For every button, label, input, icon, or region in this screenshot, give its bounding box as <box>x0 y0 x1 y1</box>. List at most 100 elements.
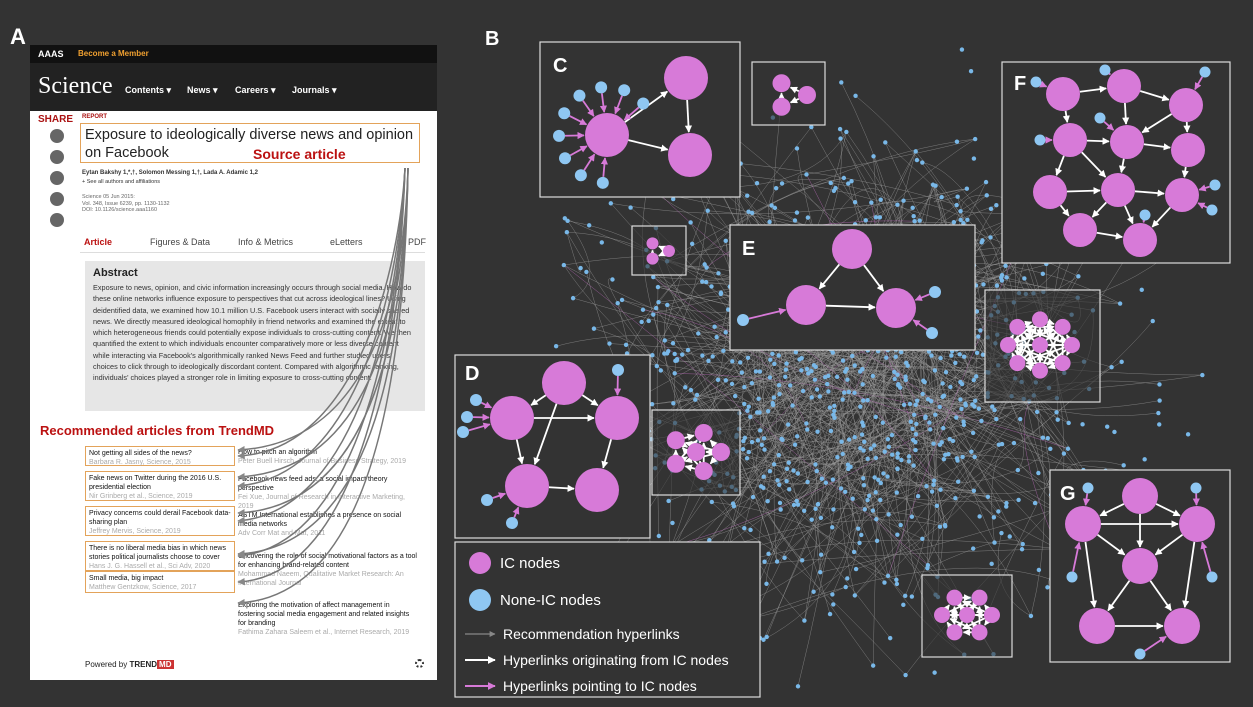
edge <box>820 255 935 573</box>
node <box>1069 312 1074 317</box>
edge <box>963 223 992 394</box>
edge <box>795 323 960 355</box>
node <box>676 607 682 612</box>
edge <box>728 252 852 318</box>
hyperlink <box>583 153 596 171</box>
edge <box>905 283 961 383</box>
edge <box>719 411 1069 449</box>
node <box>851 549 857 555</box>
node <box>858 445 863 451</box>
node <box>928 398 934 404</box>
see-all[interactable]: + See all authors and affiliations <box>82 179 161 185</box>
node <box>954 456 960 461</box>
edge <box>848 457 898 470</box>
node <box>809 295 814 300</box>
recommended-item[interactable]: ASTM International establishes a presenc… <box>238 512 402 538</box>
node <box>1086 516 1092 522</box>
edge <box>1063 219 1094 249</box>
node <box>666 348 671 354</box>
recommended-item[interactable]: Privacy concerns could derail Facebook d… <box>85 506 235 536</box>
node <box>722 489 728 494</box>
node <box>963 401 968 406</box>
node <box>881 281 886 287</box>
node <box>953 295 959 301</box>
edge <box>712 317 950 474</box>
ic-node <box>1064 337 1080 353</box>
node <box>1021 355 1026 360</box>
edge <box>604 404 812 520</box>
tab[interactable]: Info & Metrics <box>238 237 294 247</box>
node <box>741 438 746 444</box>
node <box>731 475 736 480</box>
edge <box>915 361 1062 414</box>
node <box>886 444 892 450</box>
node <box>694 392 700 398</box>
edge <box>691 243 818 472</box>
node <box>1095 491 1100 497</box>
recommended-item[interactable]: Facebook news feed ads: a social impact … <box>238 476 405 511</box>
hyperlink <box>789 96 800 104</box>
recommended-item[interactable]: Not getting all sides of the news? Barbar… <box>85 446 235 466</box>
node <box>799 368 804 373</box>
node <box>871 154 876 159</box>
edge <box>828 227 883 250</box>
node <box>727 284 733 289</box>
non-ic-node <box>574 169 587 182</box>
node <box>913 439 918 445</box>
edge <box>752 383 963 600</box>
edge <box>796 314 962 359</box>
edge <box>922 277 953 394</box>
node <box>958 217 963 223</box>
edge <box>793 249 1000 445</box>
nav-item[interactable]: News ▾ <box>187 85 218 95</box>
non-ic-node <box>1139 209 1151 221</box>
edge <box>997 532 1032 617</box>
node <box>848 464 853 470</box>
edge <box>741 372 956 499</box>
recommended-item[interactable]: Fake news on Twitter during the 2016 U.S… <box>85 471 235 501</box>
edge <box>764 96 782 348</box>
node <box>878 197 883 202</box>
node <box>999 530 1004 536</box>
node <box>831 507 836 512</box>
node <box>910 340 915 345</box>
nav-item[interactable]: Journals ▾ <box>292 85 337 95</box>
nav-item[interactable]: Contents ▾ <box>125 85 172 95</box>
recommended-item[interactable]: Exploring the motivation of affect manag… <box>238 602 410 637</box>
edge <box>778 366 1016 386</box>
tab[interactable]: eLetters <box>330 237 363 247</box>
node <box>662 128 667 133</box>
edge <box>718 131 847 188</box>
node <box>910 281 915 287</box>
recommended-item[interactable]: Small media, big impact Matthew Gentzkow,… <box>85 571 235 593</box>
recommended-item[interactable]: How to pitch an algorithm Peter Buell Hir… <box>238 449 406 466</box>
edge <box>751 212 863 423</box>
edge <box>674 422 923 539</box>
edge <box>674 393 975 424</box>
hyperlink <box>1020 334 1038 364</box>
gear-icon[interactable] <box>415 659 424 668</box>
tab[interactable]: Article <box>84 237 113 247</box>
edge <box>774 332 938 578</box>
member-link[interactable]: Become a Member <box>78 49 149 58</box>
node <box>910 437 916 443</box>
tab[interactable]: Figures & Data <box>150 237 211 247</box>
node <box>989 561 994 567</box>
node <box>910 331 915 336</box>
node <box>794 146 800 151</box>
recommended-item[interactable]: There is no liberal media bias in which … <box>85 541 235 571</box>
node <box>828 180 833 186</box>
node <box>887 635 893 641</box>
node <box>873 414 878 420</box>
node <box>794 434 800 439</box>
tab[interactable]: PDF <box>408 237 426 247</box>
node <box>999 275 1004 280</box>
recommended-item[interactable]: Uncovering the role of social motivation… <box>238 553 417 588</box>
node <box>1016 199 1022 204</box>
node <box>992 407 997 413</box>
nav-item[interactable]: Careers ▾ <box>235 85 276 95</box>
non-ic-node <box>1199 66 1211 78</box>
node <box>703 279 709 285</box>
node <box>748 414 753 420</box>
node <box>878 497 883 503</box>
